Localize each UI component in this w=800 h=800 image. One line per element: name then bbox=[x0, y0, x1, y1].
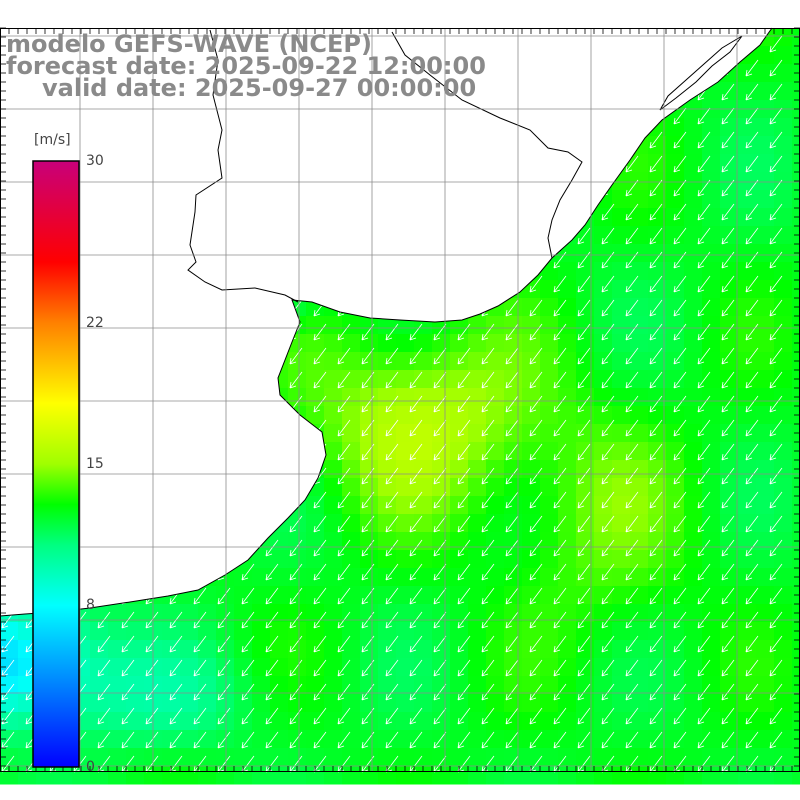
coastline-ocean bbox=[0, 27, 773, 617]
colorbar-tick-label: 22 bbox=[86, 314, 104, 331]
land-area bbox=[0, 0, 800, 616]
colorbar-tick-label: 30 bbox=[86, 153, 104, 169]
colorbar-tick-label: 0 bbox=[86, 759, 95, 775]
border-line bbox=[187, 29, 299, 303]
colorbar bbox=[32, 160, 80, 768]
colorbar-tick-label: 15 bbox=[86, 456, 104, 472]
land-mask bbox=[0, 0, 800, 616]
colorbar-tick-label: 8 bbox=[86, 597, 95, 614]
colorbar-scale bbox=[32, 160, 80, 768]
coastline bbox=[0, 27, 773, 617]
lat-lon-grid bbox=[0, 27, 800, 772]
forecast-date: forecast date: 2025-09-22 12:00:00 bbox=[6, 52, 486, 80]
colorbar-unit: [m/s] bbox=[34, 132, 71, 148]
model-title: modelo GEFS-WAVE (NCEP) bbox=[6, 30, 372, 58]
valid-date: valid date: 2025-09-27 00:00:00 bbox=[42, 74, 477, 102]
border-line bbox=[391, 31, 583, 259]
lagoon-outline bbox=[659, 35, 743, 111]
